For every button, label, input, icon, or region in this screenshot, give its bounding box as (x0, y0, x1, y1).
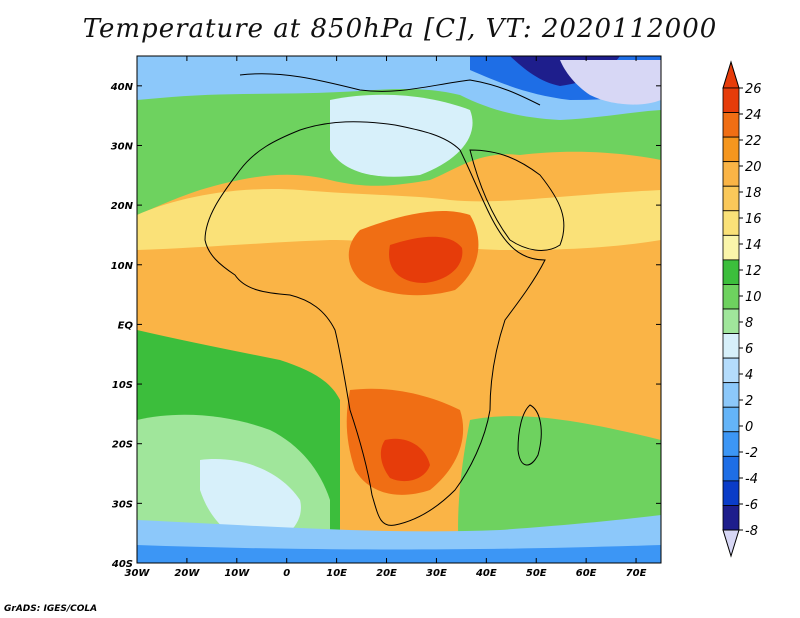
colorbar-label: 16 (745, 212, 762, 227)
lon-tick-label: 70E (626, 568, 647, 579)
madagascar-coastline (517, 404, 542, 466)
lat-tick-label: 40S (111, 559, 133, 570)
colorbar-label: 18 (745, 186, 762, 201)
lon-tick-label: 30W (125, 568, 151, 579)
colorbar-swatch (722, 234, 740, 261)
colorbar-label: 24 (745, 108, 762, 123)
colorbar-label: 6 (745, 342, 753, 357)
north-undershoot-region (560, 60, 661, 105)
colorbar-label: -8 (745, 524, 758, 539)
lat-tick-label: 20N (111, 201, 134, 212)
colorbar-label: 8 (745, 316, 753, 331)
arabia-coastline (469, 149, 565, 251)
colorbar-label: 10 (745, 290, 762, 305)
colorbar-label: -2 (745, 446, 758, 461)
colorbar-swatch (722, 185, 740, 212)
colorbar-label: 26 (745, 82, 762, 97)
lon-tick-label: 10E (326, 568, 347, 579)
map-frame (136, 55, 662, 564)
lon-tick-label: 30E (426, 568, 447, 579)
colorbar-swatch (722, 259, 740, 285)
colorbar-swatch (722, 308, 740, 334)
hot-core-region (389, 236, 463, 283)
colorbar-swatch (722, 431, 740, 457)
latitude-axis: 40N 30N 20N 10N EQ 10S 20S 30S 40S (110, 82, 661, 570)
africa-coastline (204, 121, 546, 526)
credit-text: GrADS: IGES/COLA (4, 604, 98, 614)
north-pale-region (330, 94, 473, 177)
colorbar-swatch (722, 505, 740, 531)
colorbar-swatch (722, 333, 740, 359)
colorbar-label: 20 (745, 160, 762, 175)
colorbar-swatch (722, 112, 740, 138)
lon-tick-label: 20W (174, 568, 200, 579)
colorbar-swatch (722, 455, 740, 482)
southern-ocean-deep-region (137, 545, 661, 563)
colorbar-label: 0 (745, 420, 753, 435)
lat-tick-label: 20S (112, 440, 133, 451)
colorbar-swatch (722, 382, 740, 408)
colorbar-swatch (722, 87, 740, 113)
lat-tick-label: EQ (118, 320, 134, 331)
southern-africa-core-region (380, 438, 430, 482)
colorbar-swatch (722, 161, 740, 187)
colorbar-label: 12 (745, 264, 762, 279)
colorbar-under-triangle (722, 529, 740, 558)
colorbar-swatch (722, 357, 740, 384)
lat-tick-label: 10S (112, 380, 133, 391)
lat-tick-label: 40N (110, 82, 134, 93)
temperature-field (137, 56, 661, 563)
lat-tick-label: 10N (111, 261, 134, 272)
lon-tick-label: 50E (526, 568, 547, 579)
colorbar-swatch (722, 406, 740, 433)
lon-tick-label: 60E (576, 568, 597, 579)
colorbar-label: 14 (745, 238, 762, 253)
colorbar-swatch (722, 210, 740, 236)
colorbar-label: 4 (745, 368, 753, 383)
colorbar-label: 22 (745, 134, 762, 149)
lon-tick-label: 10W (224, 568, 250, 579)
colorbar-swatch (722, 284, 740, 310)
europe-coastline (239, 73, 541, 106)
colorbar-label: -4 (745, 472, 758, 487)
colorbar-label: -6 (745, 498, 758, 513)
longitude-axis: 30W 20W 10W 0 10E 20E 30E 40E 50E 60E 70E (125, 56, 647, 579)
lon-tick-label: 0 (283, 568, 290, 579)
colorbar-swatch (722, 480, 740, 506)
lat-tick-label: 30N (111, 141, 134, 152)
lon-tick-label: 40E (475, 568, 497, 579)
coastlines (204, 73, 565, 526)
lon-tick-label: 20E (376, 568, 397, 579)
atlantic-light-region (200, 459, 301, 545)
lat-tick-label: 30S (112, 499, 133, 510)
colorbar-swatch (722, 136, 740, 163)
map-title: Temperature at 850hPa [C], VT: 202011200… (82, 14, 718, 44)
colorbar-over-triangle (722, 60, 740, 89)
colorbar-label: 2 (745, 394, 753, 409)
